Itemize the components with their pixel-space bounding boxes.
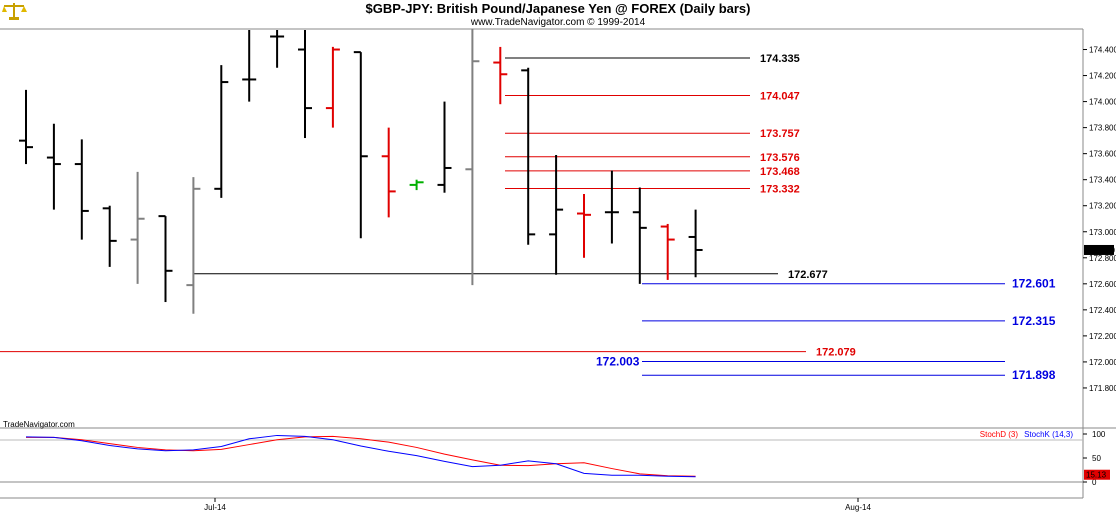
ohlc-bar — [549, 154, 564, 275]
ohlc-bar — [660, 223, 675, 280]
ohlc-bar — [46, 123, 61, 210]
osc-series-line — [26, 435, 696, 477]
level-label: 174.335 — [760, 53, 800, 65]
ohlc-bar — [353, 51, 368, 239]
osc-last-box — [1084, 469, 1110, 480]
level-label: 171.898 — [1012, 368, 1056, 382]
y-tick-label: 173.800 — [1089, 124, 1116, 133]
ohlc-bar — [130, 171, 145, 284]
watermark-text: TradeNavigator.com — [3, 420, 75, 429]
y-tick-label: 173.000 — [1089, 228, 1116, 237]
ohlc-bar — [577, 194, 591, 258]
ohlc-bar — [604, 170, 619, 244]
y-tick-label: 171.800 — [1089, 384, 1116, 393]
level-label: 172.003 — [596, 355, 640, 369]
x-tick-label: Aug-14 — [845, 503, 871, 512]
osc-tick-label: 50 — [1092, 454, 1101, 463]
ohlc-bar — [186, 177, 201, 314]
ohlc-bar — [437, 101, 452, 193]
chart-subtitle: www.TradeNavigator.com © 1999-2014 — [470, 17, 646, 28]
ohlc-bar — [158, 215, 173, 303]
level-label: 172.601 — [1012, 277, 1056, 291]
legend-stochd: StochD (3) — [980, 430, 1019, 439]
level-label: 173.757 — [760, 128, 800, 140]
y-tick-label: 174.000 — [1089, 98, 1116, 107]
ohlc-bar — [521, 67, 536, 245]
y-tick-label: 172.600 — [1089, 280, 1116, 289]
y-tick-label: 172.200 — [1089, 332, 1116, 341]
ohlc-bar — [270, 30, 285, 68]
ohlc-bar — [632, 187, 647, 284]
last-price-label: 172.860 — [1086, 246, 1115, 255]
y-tick-label: 172.000 — [1089, 358, 1116, 367]
ohlc-bar — [493, 46, 508, 105]
level-label: 172.079 — [816, 347, 856, 359]
ohlc-bar — [19, 89, 33, 165]
legend-stochk: StochK (14,3) — [1024, 430, 1073, 439]
level-label: 173.468 — [760, 166, 800, 178]
ohlc-bar — [381, 127, 396, 218]
scales-logo-icon — [2, 3, 27, 20]
y-tick-label: 172.400 — [1089, 306, 1116, 315]
x-tick-label: Jul-14 — [204, 503, 226, 512]
osc-last-label: 15.13 — [1086, 471, 1107, 480]
y-tick-label: 173.400 — [1089, 176, 1116, 185]
level-label: 173.576 — [760, 152, 800, 164]
y-tick-label: 174.200 — [1089, 72, 1116, 81]
level-label: 174.047 — [760, 90, 800, 102]
y-tick-label: 173.600 — [1089, 150, 1116, 159]
y-tick-label: 173.200 — [1089, 202, 1116, 211]
chart-title: $GBP-JPY: British Pound/Japanese Yen @ F… — [366, 1, 751, 16]
level-label: 173.332 — [760, 184, 800, 196]
ohlc-bar — [325, 46, 340, 128]
osc-series-line — [25, 434, 696, 478]
ohlc-bar — [214, 65, 229, 198]
osc-tick-label: 100 — [1092, 430, 1106, 439]
last-price-box — [1084, 244, 1114, 255]
ohlc-bar — [465, 28, 480, 286]
ohlc-bar — [688, 209, 703, 278]
ohlc-bar — [242, 30, 257, 102]
level-label: 172.315 — [1012, 314, 1056, 328]
osc-tick-label: 0 — [1092, 478, 1097, 487]
ohlc-bar — [102, 205, 117, 267]
level-label: 172.677 — [788, 269, 828, 281]
y-tick-label: 172.800 — [1089, 254, 1116, 263]
ohlc-bar — [298, 30, 312, 139]
y-tick-label: 174.400 — [1089, 46, 1116, 55]
ohlc-bar — [409, 179, 424, 191]
ohlc-bar — [74, 139, 89, 240]
